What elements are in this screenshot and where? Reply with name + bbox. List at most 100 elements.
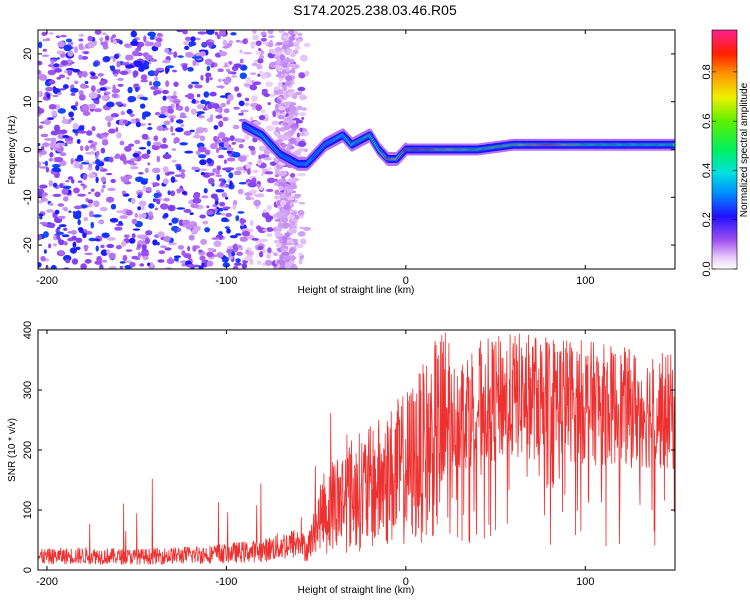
noise-blob	[160, 111, 165, 115]
noise-blob	[57, 203, 64, 207]
noise-blob	[167, 171, 175, 175]
noise-blob	[99, 264, 104, 269]
noise-blob	[67, 118, 72, 123]
noise-blob	[41, 192, 48, 197]
noise-blob	[214, 196, 219, 202]
noise-blob	[170, 117, 174, 123]
noise-blob	[58, 224, 67, 228]
noise-blob	[302, 226, 312, 231]
noise-blob	[286, 188, 294, 193]
noise-blob	[281, 248, 289, 252]
noise-blob	[45, 86, 54, 92]
noise-blob	[47, 117, 55, 120]
noise-blob	[162, 59, 171, 64]
noise-blob	[266, 253, 271, 260]
noise-blob	[255, 193, 265, 198]
noise-blob	[41, 31, 48, 36]
snr-ylabel: SNR (10 * v/v)	[7, 418, 18, 482]
noise-blob	[38, 69, 41, 75]
noise-blob	[62, 196, 69, 202]
noise-blob	[90, 221, 95, 229]
noise-blob	[80, 183, 85, 186]
noise-blob	[281, 235, 288, 242]
noise-blob	[144, 237, 151, 245]
noise-blob	[74, 80, 79, 85]
noise-blob	[231, 251, 236, 257]
noise-blob	[215, 114, 223, 119]
noise-blob	[276, 58, 281, 65]
noise-blob	[207, 177, 215, 185]
noise-blob	[100, 249, 108, 256]
noise-blob	[48, 157, 53, 162]
noise-blob	[222, 39, 228, 47]
noise-blob	[224, 196, 229, 200]
noise-blob	[102, 56, 111, 62]
noise-blob	[268, 93, 276, 97]
noise-blob	[147, 126, 153, 130]
noise-blob	[74, 46, 78, 53]
noise-blob	[198, 154, 207, 159]
noise-blob	[281, 135, 289, 141]
noise-blob	[174, 226, 178, 234]
noise-blob	[275, 242, 283, 248]
noise-blob	[86, 130, 93, 136]
noise-blob	[138, 200, 147, 207]
noise-blob	[296, 132, 300, 138]
noise-blob	[196, 93, 201, 98]
noise-blob	[70, 230, 77, 235]
noise-blob	[173, 255, 181, 259]
noise-blob	[275, 211, 283, 219]
noise-blob	[239, 236, 248, 242]
noise-blob	[304, 70, 310, 77]
noise-blob	[116, 69, 121, 74]
noise-blob	[221, 217, 228, 222]
noise-blob	[114, 153, 121, 159]
noise-blob	[82, 173, 88, 181]
noise-blob	[274, 50, 280, 56]
noise-blob	[102, 96, 108, 100]
noise-blob	[59, 152, 67, 157]
noise-blob	[275, 41, 283, 46]
noise-blob	[118, 40, 123, 45]
noise-blob	[246, 168, 251, 175]
noise-blob	[121, 176, 130, 183]
noise-blob	[130, 118, 136, 124]
noise-blob	[54, 209, 60, 215]
noise-blob	[220, 181, 225, 187]
noise-blob	[196, 111, 205, 115]
noise-blob	[256, 63, 263, 70]
noise-blob	[115, 127, 119, 133]
noise-blob	[161, 89, 169, 95]
noise-blob	[138, 213, 142, 220]
noise-blob	[63, 227, 68, 232]
noise-blob	[132, 70, 139, 77]
noise-blob	[110, 35, 114, 43]
noise-blob	[265, 125, 275, 132]
noise-blob	[52, 193, 62, 198]
noise-blob	[85, 159, 90, 163]
noise-blob	[288, 39, 293, 44]
noise-blob	[222, 262, 231, 268]
noise-blob	[222, 206, 231, 210]
noise-blob	[119, 266, 124, 269]
noise-blob	[131, 218, 138, 225]
snr-ytick-label: 300	[22, 381, 34, 399]
noise-blob	[219, 95, 226, 98]
noise-blob	[48, 222, 56, 229]
noise-blob	[229, 135, 235, 142]
noise-blob	[284, 255, 291, 260]
noise-blob	[92, 161, 96, 165]
noise-blob	[43, 249, 47, 254]
noise-blob	[51, 167, 61, 173]
noise-blob	[249, 72, 257, 75]
noise-blob	[88, 163, 93, 168]
noise-blob	[297, 173, 306, 177]
noise-blob	[241, 263, 248, 269]
noise-blob	[59, 183, 64, 189]
noise-blob	[134, 212, 139, 219]
noise-blob	[299, 226, 305, 230]
noise-blob	[212, 168, 217, 173]
noise-blob	[152, 239, 158, 246]
colorbar-tick-label: 0.0	[701, 261, 713, 276]
noise-blob	[218, 131, 226, 139]
